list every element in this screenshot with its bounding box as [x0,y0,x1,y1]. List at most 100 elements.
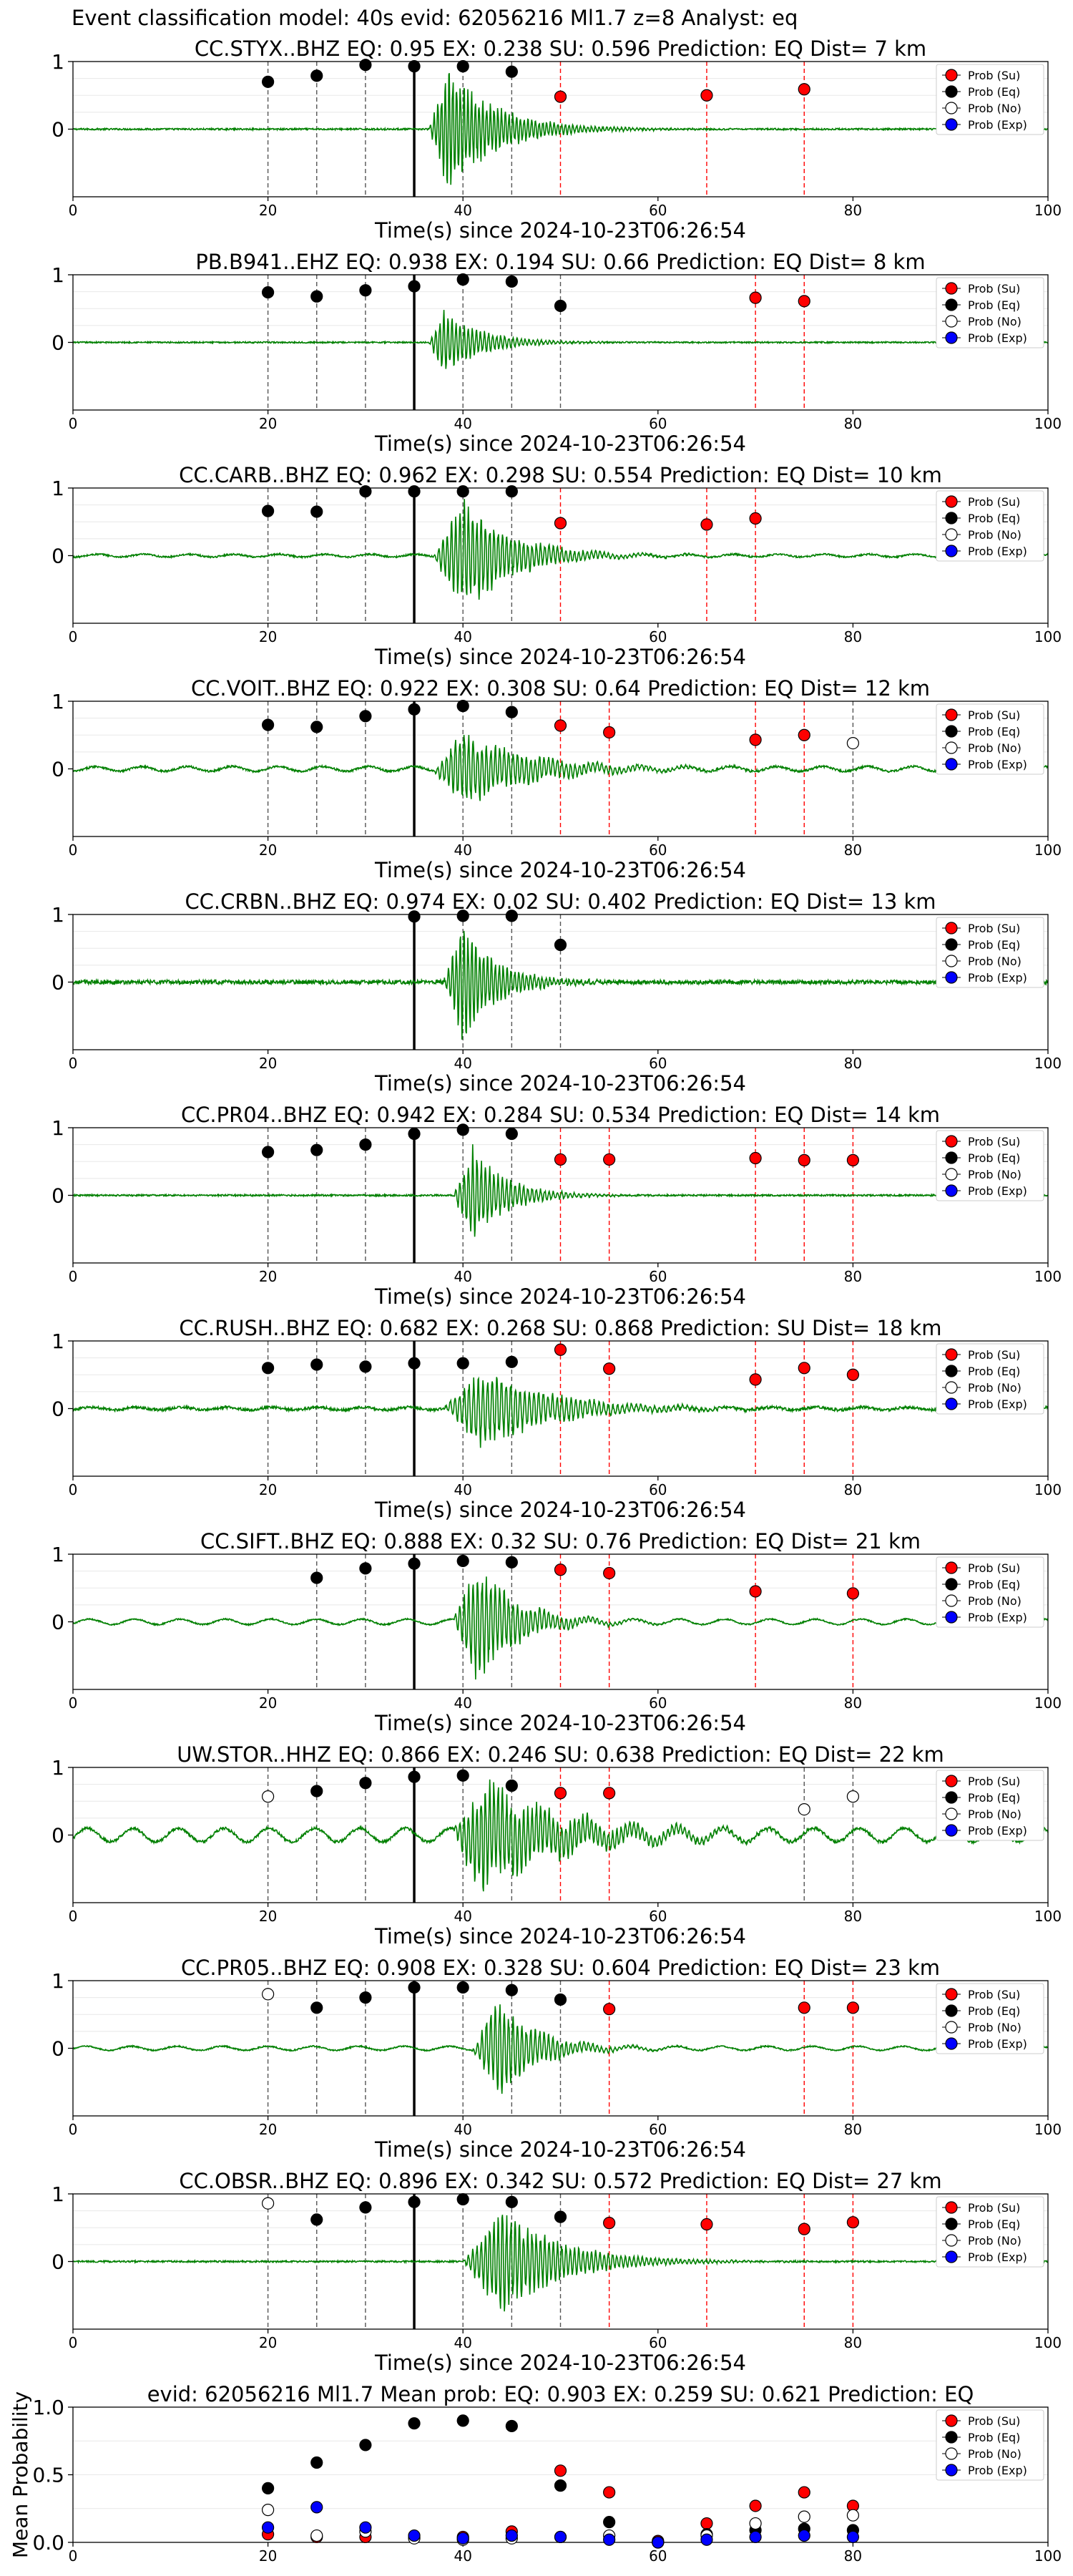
legend-marker [945,1135,958,1148]
panel-title: evid: 62056216 Ml1.7 Mean prob: EQ: 0.90… [147,2382,974,2406]
legend-label: Prob (Eq) [968,512,1020,525]
legend-label: Prob (No) [968,741,1021,755]
legend-label: Prob (No) [968,1594,1021,1608]
legend-label: Prob (No) [968,955,1021,968]
legend-marker [945,331,958,344]
legend-marker [945,1578,958,1591]
legend-marker [945,85,958,98]
prob-su-point [749,512,762,525]
x-tick-label: 20 [259,1694,277,1712]
prob-eq-point [359,1562,372,1575]
prob-eq-point [262,504,275,517]
x-tick-label: 0 [69,841,78,859]
prob-eq-point [408,1557,421,1570]
prob-su-point [603,726,616,739]
prob-su-point [749,1151,762,1165]
prob-su-point [554,1787,567,1800]
x-tick-label: 40 [454,2334,471,2351]
prob-su-point [603,1362,616,1375]
legend-marker [945,922,958,935]
waveform-trace [72,2004,1049,2094]
prob-eq-point [554,1993,567,2006]
prob-eq-point [505,1556,518,1568]
prob-no-point [262,2197,275,2210]
station-panel: CC.VOIT..BHZ EQ: 0.922 EX: 0.308 SU: 0.6… [52,676,1062,882]
legend-label: Prob (No) [968,2234,1021,2248]
prob-su-point [554,1343,567,1356]
prob-eq-point [262,1146,275,1158]
legend-marker [945,2414,958,2427]
prob-eq-point [359,59,372,72]
legend-box [936,917,1044,988]
legend-label: Prob (Eq) [968,2431,1020,2444]
legend-label: Prob (Exp) [968,545,1027,558]
legend-box [936,1983,1044,2054]
legend-marker [945,1807,958,1820]
legend-marker [945,1594,958,1607]
legend-label: Prob (Su) [968,1775,1020,1788]
prob-eq-point [456,1123,469,1136]
prob-eq-point [310,505,323,518]
prob-su-point [554,1153,567,1166]
prob-eq-point [554,2210,567,2223]
y-tick-label: 0 [52,118,64,142]
legend-box [936,64,1044,135]
legend-box [936,703,1044,775]
x-tick-label: 40 [454,1481,471,1498]
prob-exp-point [749,2530,762,2544]
x-tick-label: 20 [259,1055,277,1072]
legend-marker [945,1824,958,1837]
x-axis-label: Time(s) since 2024-10-23T06:26:54 [374,1498,746,1522]
y-tick-label: 0 [52,1397,64,1421]
legend-marker [945,1397,958,1410]
y-tick-label: 1 [52,1116,64,1140]
x-tick-label: 80 [844,1694,862,1712]
x-tick-label: 100 [1034,2547,1062,2565]
x-tick-label: 100 [1034,628,1062,645]
station-panel: PB.B941..EHZ EQ: 0.938 EX: 0.194 SU: 0.6… [52,250,1062,456]
y-tick-label: 1.0 [32,2396,64,2419]
waveform-trace [72,499,1049,600]
prob-eq-point [359,1991,372,2004]
legend-box [936,1556,1044,1628]
legend-label: Prob (Su) [968,495,1020,509]
x-tick-label: 100 [1034,1694,1062,1712]
x-tick-label: 80 [844,1908,862,1925]
legend-label: Prob (Su) [968,69,1020,82]
prob-eq-point [310,1785,323,1797]
prob-eq-point [408,2195,421,2208]
prob-eq-point [456,700,469,713]
legend-label: Prob (Eq) [968,725,1020,738]
legend-label: Prob (No) [968,1807,1021,1821]
x-tick-label: 60 [649,202,667,219]
prob-no-point [749,2517,762,2530]
legend-label: Prob (No) [968,1168,1021,1181]
prob-exp-point [700,2533,713,2546]
prob-exp-point [359,2521,372,2534]
prob-eq-point [456,2192,469,2206]
x-tick-label: 40 [454,628,471,645]
station-panel: CC.STYX..BHZ EQ: 0.95 EX: 0.238 SU: 0.59… [52,36,1062,243]
prob-no-point [846,1790,860,1803]
panel-title: CC.CARB..BHZ EQ: 0.962 EX: 0.298 SU: 0.5… [179,463,942,487]
y-tick-label: 0 [52,1824,64,1848]
x-tick-label: 20 [259,1481,277,1498]
x-tick-label: 40 [454,415,471,432]
legend-label: Prob (Eq) [968,85,1020,99]
x-axis-label: Time(s) since 2024-10-23T06:26:54 [374,1711,746,1735]
x-tick-label: 40 [454,1908,471,1925]
x-tick-label: 100 [1034,415,1062,432]
prob-su-point [603,1566,616,1580]
panel-title: CC.RUSH..BHZ EQ: 0.682 EX: 0.268 SU: 0.8… [179,1316,941,1340]
prob-eq-point [554,938,567,952]
legend-label: Prob (No) [968,2447,1021,2461]
legend-box [936,2196,1044,2268]
y-tick-label: 0 [52,331,64,355]
prob-eq-point [505,1355,518,1368]
prob-eq-point [456,273,469,286]
x-tick-label: 80 [844,1268,862,1285]
prob-su-point [846,1587,860,1600]
prob-eq-point [505,1779,518,1792]
legend-label: Prob (Eq) [968,1151,1020,1165]
x-tick-label: 0 [69,2121,78,2138]
